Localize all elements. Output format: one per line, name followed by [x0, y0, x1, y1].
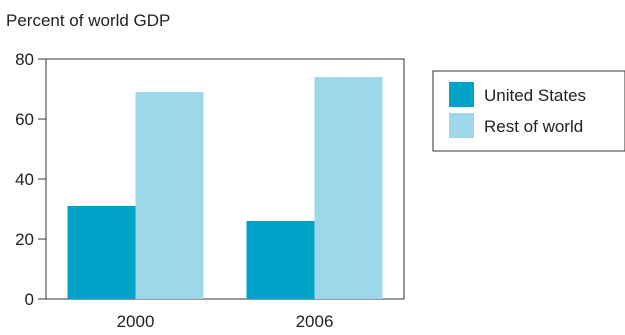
bar-united-states-2000: [67, 206, 136, 299]
y-tick-label: 0: [25, 290, 34, 309]
y-tick-label: 40: [15, 170, 34, 189]
y-axis-ticks: 0 20 40 60 80: [15, 50, 46, 309]
legend-swatch: [449, 82, 474, 107]
bar-rest-of-world-2000: [135, 92, 204, 299]
x-axis-ticks: 2000 2006: [117, 312, 334, 331]
x-tick-label: 2006: [296, 312, 334, 331]
legend-frame: [432, 70, 625, 152]
bars: [67, 77, 383, 299]
y-tick-label: 80: [15, 50, 34, 69]
legend-swatch: [449, 113, 474, 138]
y-axis-label: Percent of world GDP: [6, 11, 170, 30]
legend-label: United States: [484, 86, 586, 105]
legend-label: Rest of world: [484, 117, 583, 136]
x-tick-label: 2000: [117, 312, 155, 331]
y-tick-label: 20: [15, 230, 34, 249]
bar-united-states-2006: [246, 221, 315, 299]
legend: United States Rest of world: [432, 70, 625, 152]
y-tick-label: 60: [15, 110, 34, 129]
bar-rest-of-world-2006: [314, 77, 383, 299]
